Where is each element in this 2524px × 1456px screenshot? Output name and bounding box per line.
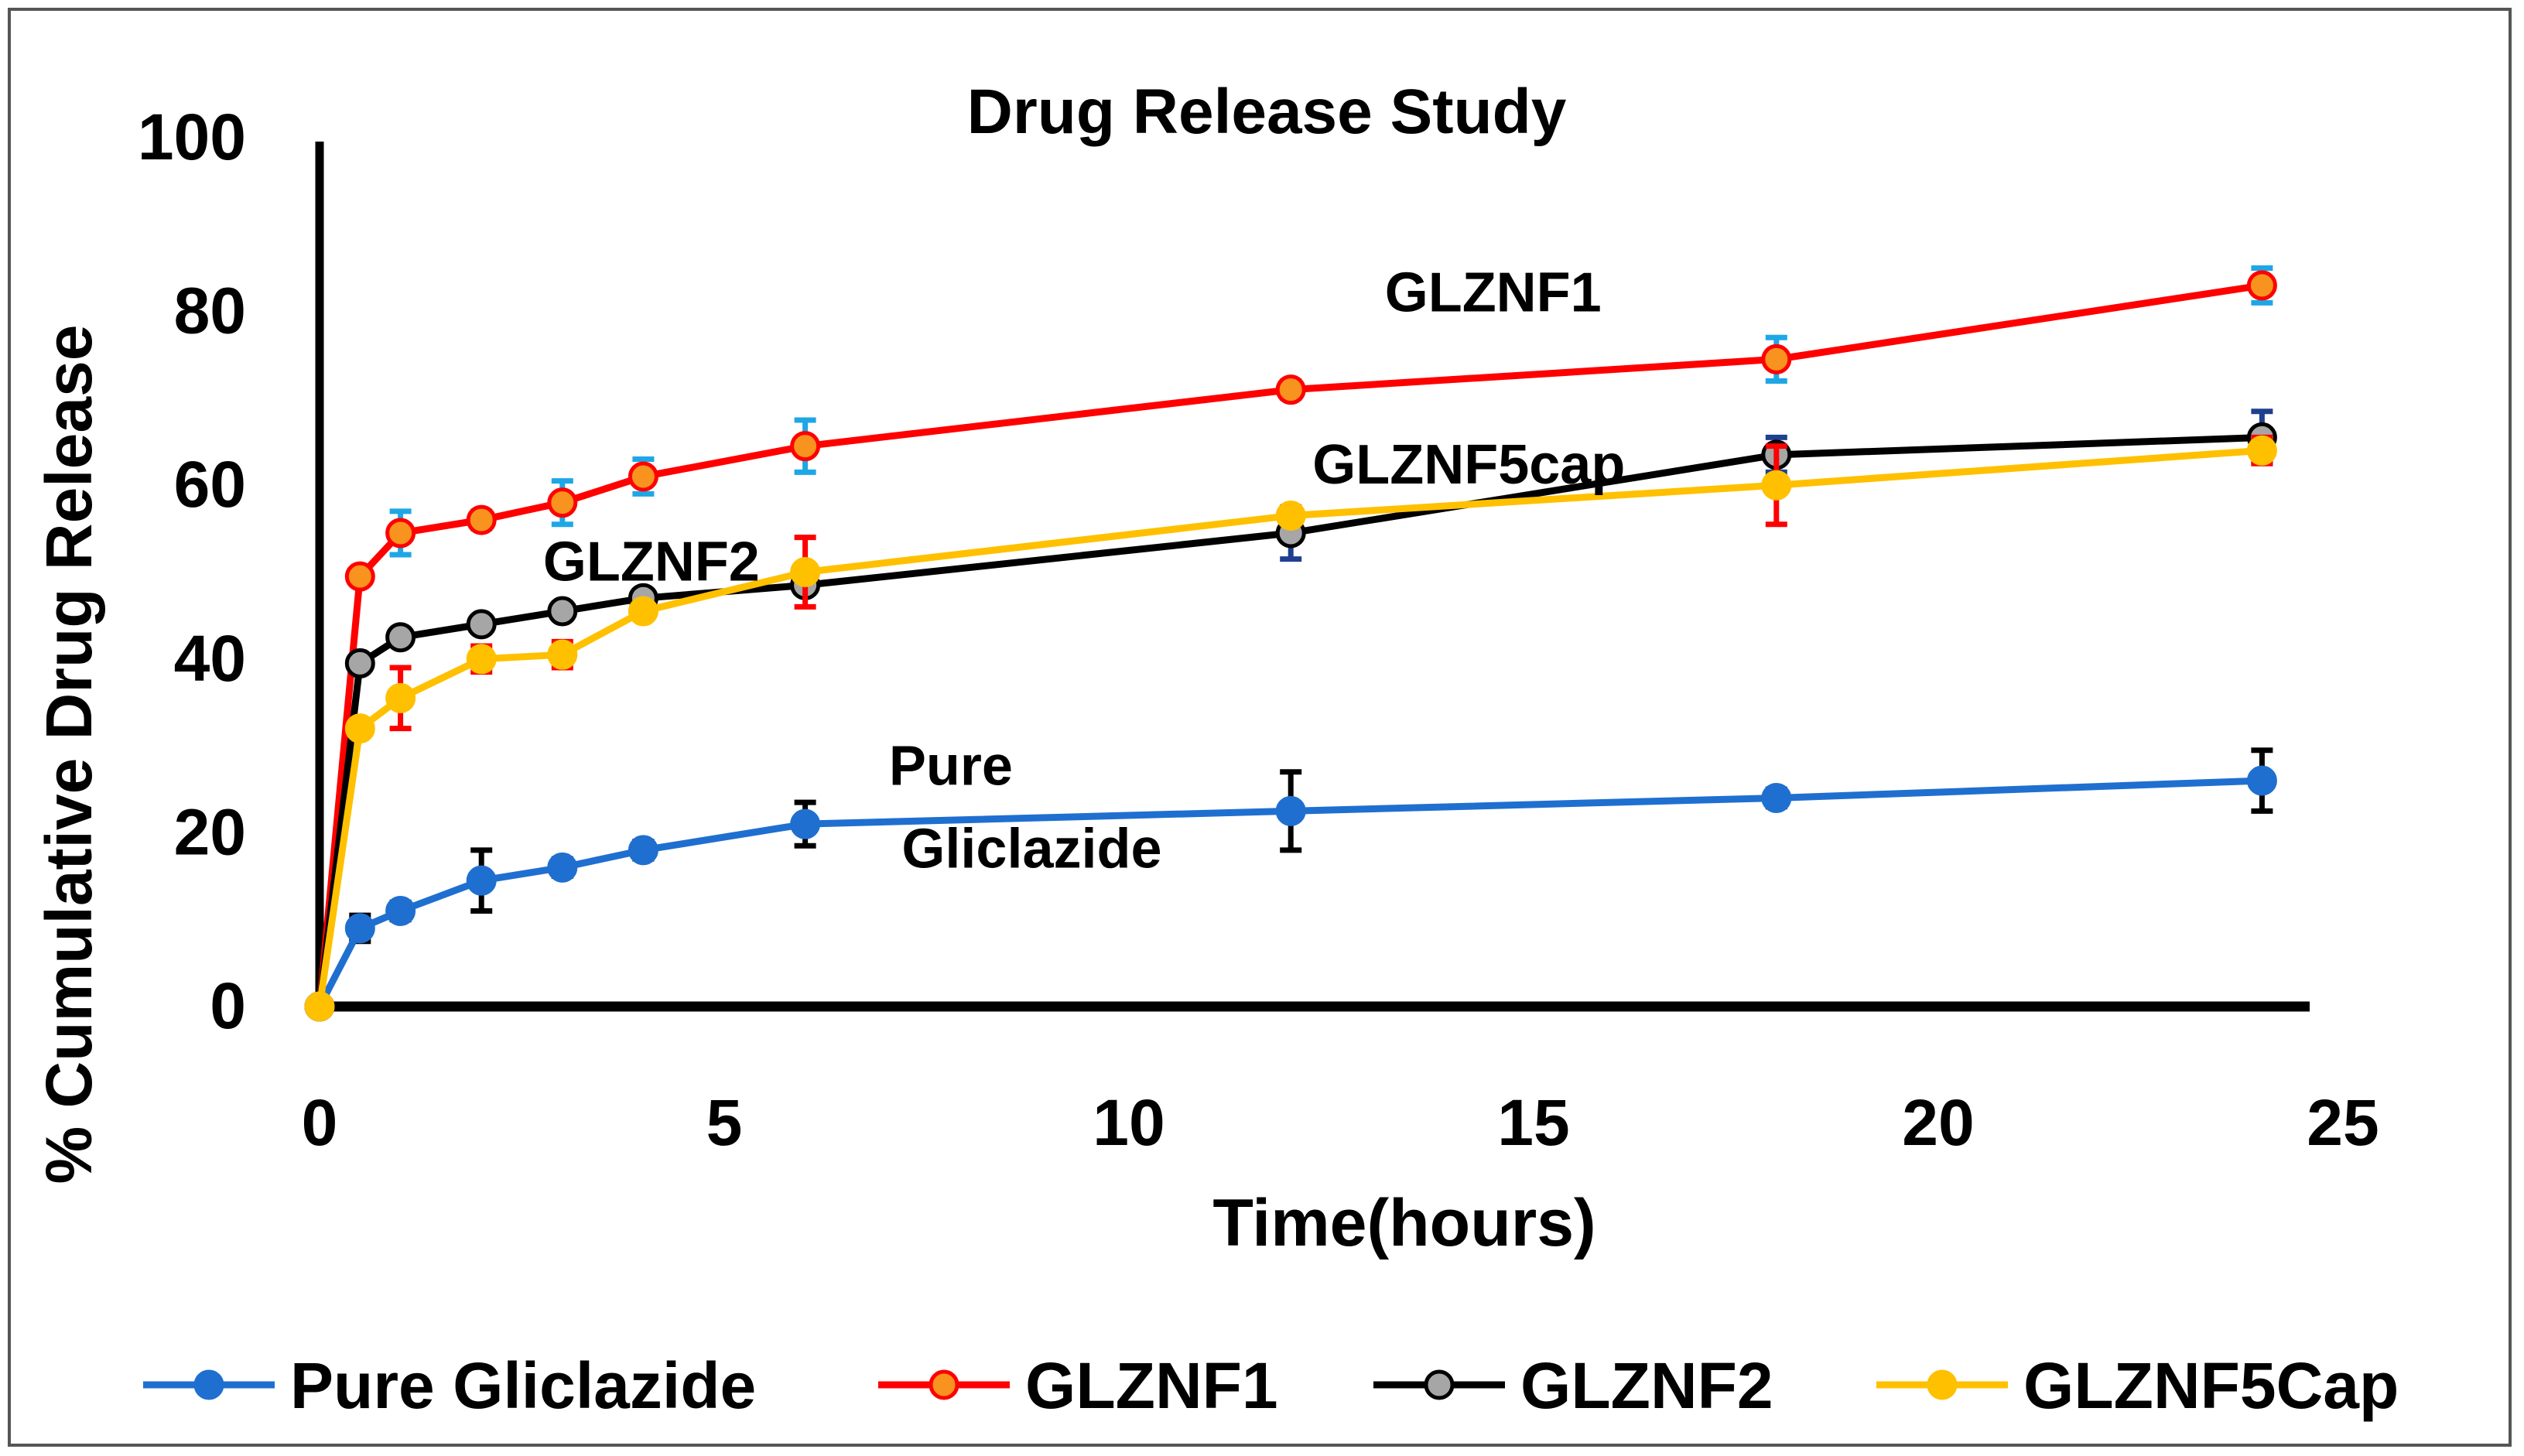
annotation-label: GLZNF5cap (1312, 434, 1625, 496)
legend-label: GLZNF2 (1520, 1349, 1773, 1422)
data-point (466, 609, 497, 640)
annotation-label: Gliclazide (901, 818, 1161, 880)
x-tick-label: 5 (706, 1086, 743, 1159)
x-tick-label: 15 (1497, 1086, 1569, 1159)
y-tick-label: 80 (174, 275, 246, 347)
legend-label: GLZNF5Cap (2023, 1349, 2399, 1422)
chart-title: Drug Release Study (967, 77, 1567, 147)
legend-item: GLZNF5Cap (1876, 1349, 2399, 1422)
data-point (385, 895, 416, 926)
data-point (344, 713, 375, 744)
data-point (1275, 374, 1306, 405)
annotation-label: Pure (889, 736, 1013, 798)
series-line (316, 433, 2262, 1007)
data-point (2246, 270, 2277, 301)
data-point (2246, 435, 2277, 466)
data-point (344, 913, 375, 944)
annotation-label: GLZNF1 (1385, 262, 1602, 324)
y-tick-label: 40 (174, 622, 246, 695)
data-point (628, 461, 658, 492)
series-line (316, 777, 2262, 1009)
data-point (628, 596, 658, 627)
data-point (547, 639, 578, 670)
data-point (1761, 343, 1792, 374)
x-axis-label: Time(hours) (1212, 1186, 1595, 1260)
data-point (385, 682, 416, 713)
data-point (790, 557, 821, 587)
data-point (1761, 470, 1792, 501)
data-point (547, 852, 578, 883)
annotation-label: GLZNF2 (543, 531, 760, 593)
series-line (316, 282, 2263, 1007)
y-axis-label: % Cumulative Drug Release (32, 324, 105, 1184)
x-tick-label: 20 (1902, 1086, 1974, 1159)
legend-marker (929, 1369, 959, 1400)
legend-marker (193, 1369, 224, 1400)
data-point (385, 622, 416, 653)
legend-item: GLZNF2 (1373, 1349, 1773, 1422)
legend: Pure Gliclazide GLZNF1 GLZNF2 GLZNF5Cap (143, 1349, 2399, 1422)
data-point (2246, 765, 2277, 796)
y-tick-label: 0 (210, 969, 246, 1042)
data-point (466, 865, 497, 896)
y-tick-label: 60 (174, 448, 246, 521)
data-point (1275, 795, 1306, 826)
data-point (344, 648, 375, 678)
data-point (385, 518, 416, 549)
x-tick-label: 10 (1093, 1086, 1165, 1159)
data-point (790, 808, 821, 839)
data-point (1761, 782, 1792, 813)
x-tick-label: 0 (302, 1086, 338, 1159)
data-point (344, 561, 375, 592)
series-pure-gliclazide (304, 747, 2277, 1022)
legend-item: Pure Gliclazide (143, 1349, 756, 1422)
chart-frame (8, 8, 2512, 1447)
data-point (1275, 501, 1306, 531)
data-point (547, 596, 578, 627)
data-point (466, 644, 497, 675)
data-point (304, 991, 335, 1022)
data-point (547, 487, 578, 518)
x-tick-label: 25 (2307, 1086, 2379, 1159)
y-tick-label: 20 (174, 795, 246, 868)
legend-label: Pure Gliclazide (290, 1349, 756, 1422)
legend-marker (1424, 1369, 1455, 1400)
legend-item: GLZNF1 (878, 1349, 1278, 1422)
y-tick-label: 100 (138, 101, 246, 173)
data-point (466, 504, 497, 535)
legend-label: GLZNF1 (1025, 1349, 1278, 1422)
data-point (790, 431, 821, 462)
series-glznf1 (304, 265, 2277, 1022)
data-point (628, 835, 658, 866)
series-line (316, 446, 2262, 1007)
legend-marker (1927, 1369, 1958, 1400)
series-glznf5cap (304, 434, 2277, 1022)
